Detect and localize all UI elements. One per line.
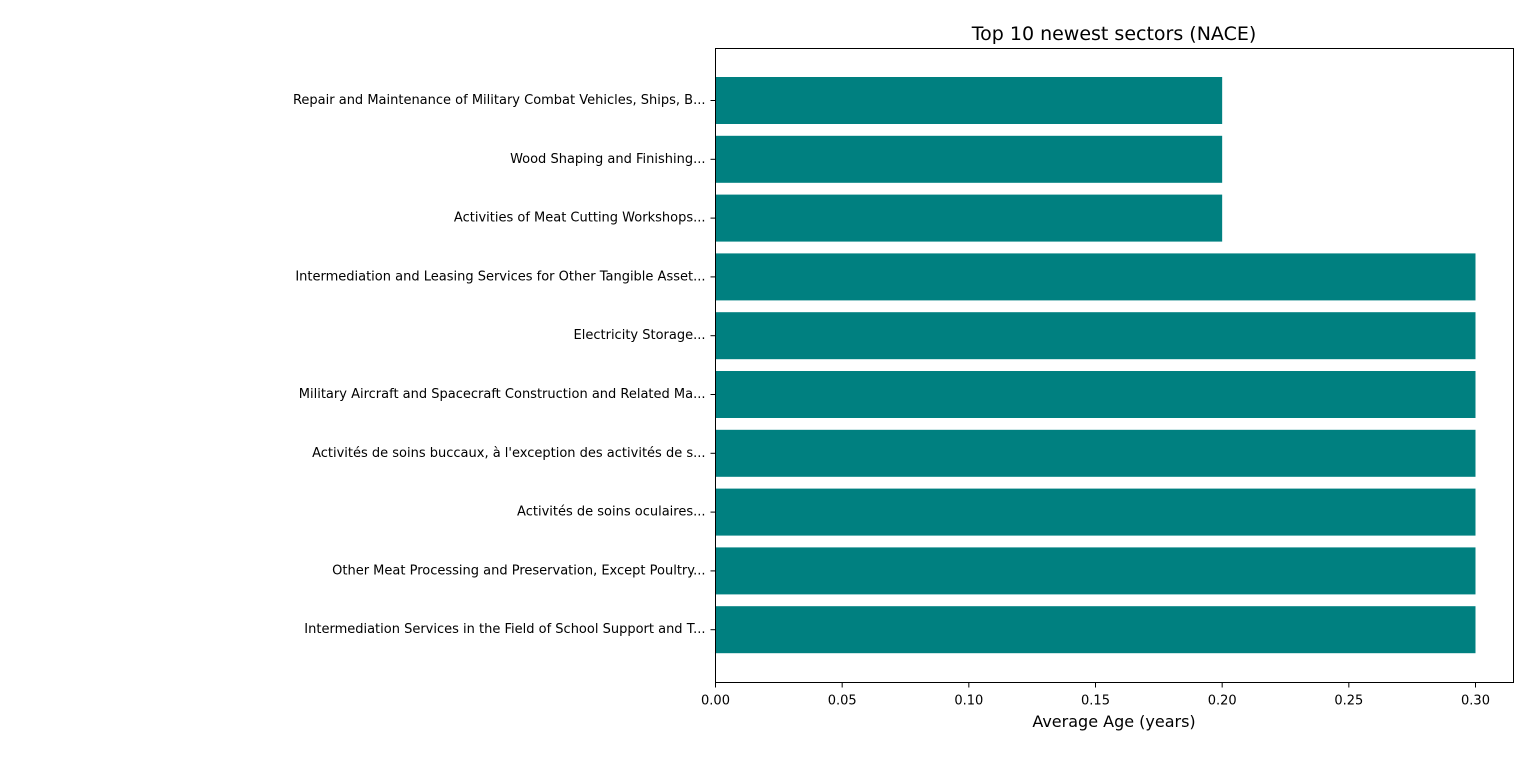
x-tick-label: 0.20 [1208, 694, 1237, 709]
bars-group [715, 77, 1476, 654]
bar [715, 547, 1476, 595]
plot-frame [715, 48, 1514, 683]
bar [715, 371, 1476, 418]
y-tick-label: Activités de soins buccaux, à l'exceptio… [312, 446, 705, 461]
y-tick-label: Electricity Storage... [574, 328, 706, 343]
bar [715, 77, 1223, 124]
x-tick-label: 0.15 [1081, 694, 1110, 709]
bar [715, 253, 1476, 301]
y-tick-label: Military Aircraft and Spacecraft Constru… [299, 387, 706, 402]
x-tick-label: 0.30 [1461, 694, 1490, 709]
bar [715, 429, 1476, 477]
bar [715, 488, 1476, 536]
x-ticks: 0.00 0.05 0.10 0.15 0.20 0.25 0.30 [701, 682, 1490, 709]
x-axis-title: Average Age (years) [1032, 712, 1195, 731]
bar [715, 194, 1223, 242]
x-tick-label: 0.25 [1334, 694, 1363, 709]
x-tick-label: 0.10 [954, 694, 983, 709]
y-tick-label: Activities of Meat Cutting Workshops... [454, 211, 706, 226]
y-tick-label: Intermediation and Leasing Services for … [295, 269, 705, 284]
bar [715, 606, 1476, 654]
y-tick-label: Wood Shaping and Finishing... [510, 152, 705, 167]
y-tick-labels: Repair and Maintenance of Military Comba… [293, 93, 716, 637]
x-tick-label: 0.00 [701, 694, 730, 709]
y-tick-label: Repair and Maintenance of Military Comba… [293, 93, 706, 108]
x-tick-label: 0.05 [828, 694, 857, 709]
bar [715, 135, 1223, 183]
y-tick-label: Intermediation Services in the Field of … [304, 622, 705, 637]
y-tick-label: Other Meat Processing and Preservation, … [332, 563, 705, 578]
y-tick-label: Activités de soins oculaires... [517, 505, 705, 520]
bar [715, 312, 1476, 360]
chart-title: Top 10 newest sectors (NACE) [971, 23, 1257, 45]
